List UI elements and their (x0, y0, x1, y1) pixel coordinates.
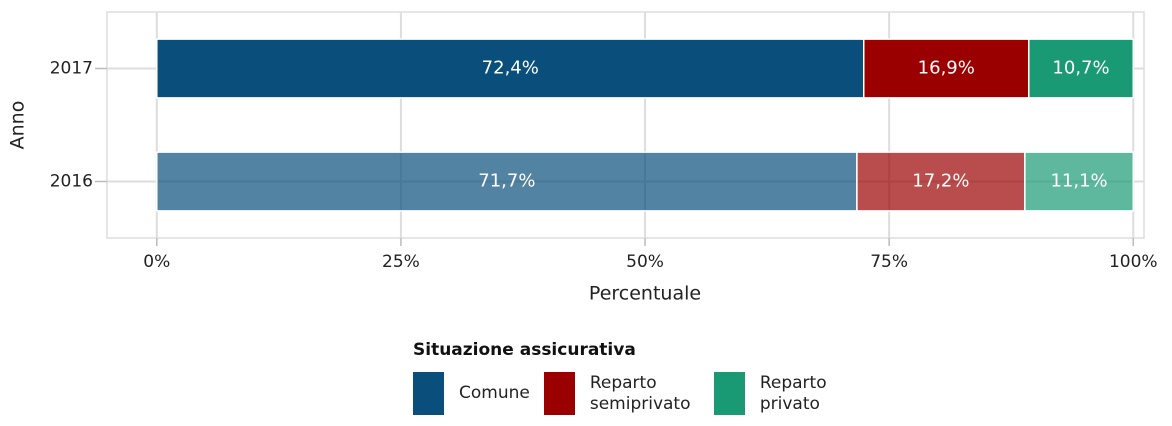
bar-segment (1024, 151, 1135, 212)
y-tick-label: 2017 (50, 59, 93, 79)
bar-segment (156, 38, 865, 99)
y-tick-label: 2016 (50, 172, 93, 192)
data-label: 10,7% (1052, 58, 1109, 79)
legend-key (543, 372, 575, 415)
legend-title: Situazione assicurativa (413, 340, 636, 360)
legend: Situazione assicurativa Comune Reparto se… (413, 340, 884, 415)
bar-segment (156, 151, 858, 212)
legend-label: Reparto privato (759, 372, 827, 414)
legend-item: Comune (413, 372, 530, 415)
data-label: 17,2% (912, 171, 969, 192)
legend-label: Comune (459, 383, 530, 403)
legend-key (413, 372, 444, 415)
x-tick-label: 75% (870, 252, 908, 272)
bar-segment (1028, 38, 1135, 99)
panel-border (106, 11, 1145, 239)
x-tick-label: 0% (143, 252, 170, 272)
legend-label: Reparto semiprivato (589, 372, 691, 414)
data-label: 16,9% (918, 58, 975, 79)
legend-item: Reparto semiprivato (543, 372, 700, 415)
chart: Percentuale Anno 0% 25% 50% 75% 100% 2016 2017… (7, 11, 1158, 305)
x-axis-title: Percentuale (589, 283, 701, 305)
legend-items: Comune Reparto semiprivato Reparto privato (413, 372, 884, 415)
x-tick-label: 25% (382, 252, 420, 272)
x-tick-label: 100% (1109, 252, 1158, 272)
y-axis-title: Anno (7, 101, 29, 150)
bar-segment (863, 38, 1030, 99)
data-label: 11,1% (1050, 171, 1107, 192)
x-tick-label: 50% (626, 252, 664, 272)
data-label: 71,7% (478, 171, 535, 192)
legend-item: Reparto privato (713, 372, 870, 415)
data-label: 72,4% (482, 58, 539, 79)
legend-key (713, 372, 745, 415)
